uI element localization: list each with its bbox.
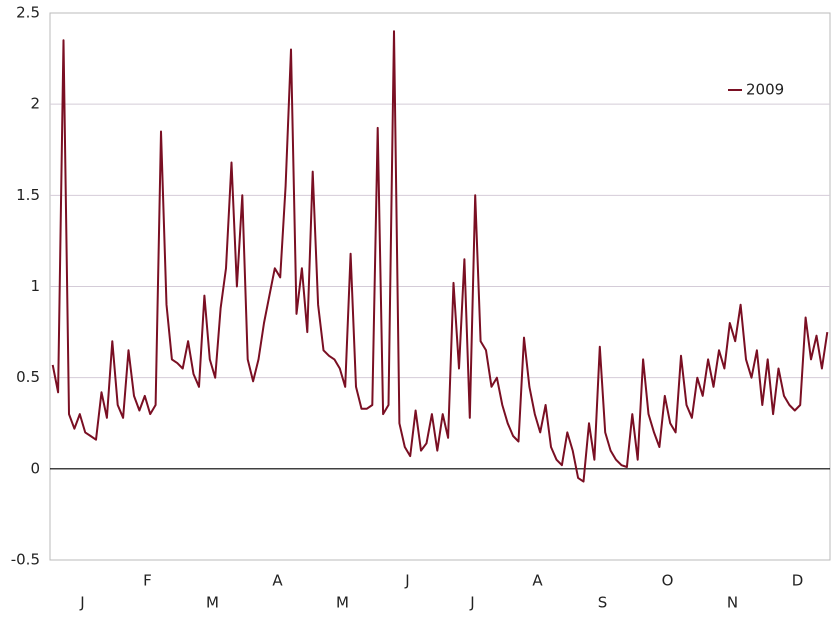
y-tick-label: 1.5	[16, 186, 40, 204]
x-tick-label: J	[79, 594, 84, 612]
y-tick-label: 2.5	[16, 4, 40, 22]
legend-label: 2009	[746, 81, 784, 99]
x-tick-label: N	[727, 594, 738, 612]
y-tick-label: 0.5	[16, 368, 40, 386]
y-tick-label: 0	[30, 459, 40, 477]
y-tick-label: -0.5	[11, 551, 40, 569]
x-tick-label: F	[143, 572, 152, 590]
x-tick-label: D	[792, 572, 804, 590]
x-tick-label: A	[272, 572, 283, 590]
x-tick-label: O	[662, 572, 674, 590]
x-tick-label: A	[532, 572, 543, 590]
x-tick-label: M	[336, 594, 349, 612]
y-tick-label: 2	[30, 95, 40, 113]
legend-bg	[722, 80, 800, 100]
x-tick-label: S	[598, 594, 608, 612]
data-line	[51, 30, 829, 483]
x-tick-label: J	[469, 594, 474, 612]
x-tick-label: M	[206, 594, 219, 612]
x-tick-label: J	[404, 572, 409, 590]
y-tick-label: 1	[30, 277, 40, 295]
